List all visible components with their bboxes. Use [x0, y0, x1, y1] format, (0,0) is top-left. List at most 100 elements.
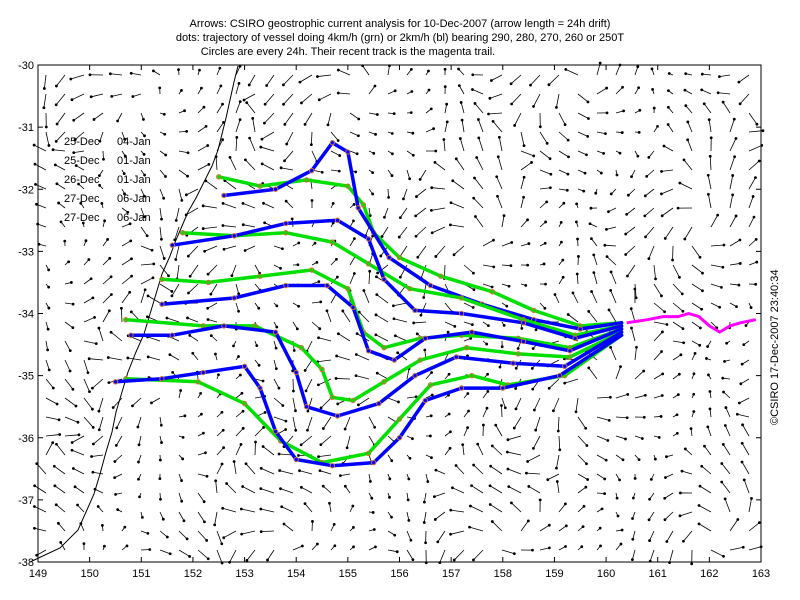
current-arrow-head	[76, 503, 79, 507]
current-arrow	[83, 359, 89, 373]
current-arrow	[664, 492, 674, 499]
current-arrow-head	[626, 193, 630, 197]
current-arrow-head	[397, 400, 400, 404]
current-arrow	[473, 197, 484, 209]
day-circle	[345, 285, 351, 292]
current-arrow-head	[443, 67, 447, 71]
current-arrow-head	[244, 462, 248, 466]
current-arrow-head	[542, 262, 546, 266]
current-arrow-head	[605, 227, 608, 231]
current-arrow-head	[238, 118, 242, 122]
x-tick-label: 162	[700, 568, 718, 580]
current-arrow-head	[604, 458, 608, 462]
current-arrow-head	[423, 348, 427, 352]
current-arrow	[450, 530, 465, 535]
current-arrow	[437, 530, 446, 543]
current-arrow	[610, 290, 617, 304]
current-arrow-head	[638, 108, 642, 112]
current-arrow	[596, 473, 605, 480]
current-arrow-head	[679, 353, 683, 357]
current-arrow-head	[433, 160, 437, 164]
day-circle	[221, 323, 227, 329]
current-arrow-head	[300, 101, 303, 105]
current-arrow	[470, 505, 484, 513]
current-arrow-head	[243, 249, 247, 252]
current-arrow	[710, 214, 718, 228]
current-arrow	[210, 283, 218, 295]
current-arrow-head	[90, 455, 93, 458]
current-arrow	[591, 238, 598, 247]
current-arrow	[653, 331, 663, 342]
current-arrow-head	[430, 186, 434, 190]
current-arrow-head	[160, 441, 163, 444]
current-arrow-head	[660, 214, 664, 218]
current-arrow	[121, 258, 132, 266]
current-arrow	[707, 426, 712, 437]
current-arrow	[533, 93, 541, 107]
current-arrow	[661, 207, 674, 217]
current-arrow-head	[150, 248, 154, 252]
current-arrow-head	[733, 155, 737, 159]
current-arrow-head	[457, 84, 461, 88]
current-arrow-head	[700, 88, 704, 92]
current-arrow-head	[587, 366, 591, 370]
current-arrow-head	[295, 327, 299, 331]
current-arrow	[71, 435, 85, 443]
current-arrow	[175, 245, 180, 260]
current-arrow-head	[372, 528, 376, 531]
current-arrow-head	[198, 68, 201, 72]
current-arrow-head	[199, 392, 203, 395]
current-arrow	[235, 137, 238, 152]
current-arrow-head	[430, 393, 434, 397]
current-arrow-head	[165, 316, 169, 320]
current-arrow-head	[564, 502, 567, 506]
vessel-tracks	[112, 139, 624, 469]
current-arrow-head	[373, 84, 377, 88]
current-arrow	[207, 319, 218, 323]
current-arrow-head	[274, 346, 278, 350]
y-axis: -30-31-32-33-34-35-36-37-38	[18, 60, 761, 569]
current-arrow-head	[734, 214, 738, 218]
current-arrow-head	[220, 410, 224, 414]
current-arrow-head	[221, 138, 225, 142]
current-arrow	[346, 435, 351, 448]
current-arrow-head	[555, 480, 559, 483]
current-arrow	[362, 65, 370, 76]
current-arrow	[235, 283, 240, 294]
current-arrow-head	[137, 477, 140, 481]
current-arrow-head	[232, 460, 236, 463]
current-arrow	[197, 530, 207, 541]
current-arrow	[403, 188, 408, 200]
day-circle	[396, 416, 403, 422]
current-arrow-head	[526, 519, 530, 523]
current-arrow-head	[512, 426, 516, 430]
current-arrow-head	[594, 191, 598, 195]
day-circle	[195, 379, 201, 385]
current-arrow-head	[277, 386, 281, 390]
current-arrow	[439, 549, 446, 563]
current-arrow-head	[703, 444, 706, 448]
current-arrow	[189, 264, 199, 277]
current-arrow-head	[582, 504, 586, 508]
current-arrow	[593, 254, 598, 266]
current-arrow	[338, 69, 351, 76]
current-arrow-head	[316, 75, 319, 78]
current-arrow-head	[373, 425, 377, 429]
current-arrow-head	[723, 497, 727, 501]
current-arrow	[610, 271, 617, 285]
current-arrow	[707, 175, 712, 190]
current-arrow	[501, 215, 505, 228]
current-arrow	[691, 340, 700, 346]
current-arrow	[279, 470, 294, 475]
current-arrow-head	[254, 440, 257, 444]
current-arrow-head	[693, 352, 697, 355]
current-arrow	[171, 283, 180, 297]
current-arrow	[710, 302, 720, 308]
current-arrow	[264, 112, 275, 124]
current-arrow-head	[647, 257, 651, 261]
day-circle	[257, 385, 263, 391]
current-arrow-head	[33, 162, 37, 166]
current-arrow	[60, 542, 66, 551]
current-arrow-head	[352, 272, 356, 275]
